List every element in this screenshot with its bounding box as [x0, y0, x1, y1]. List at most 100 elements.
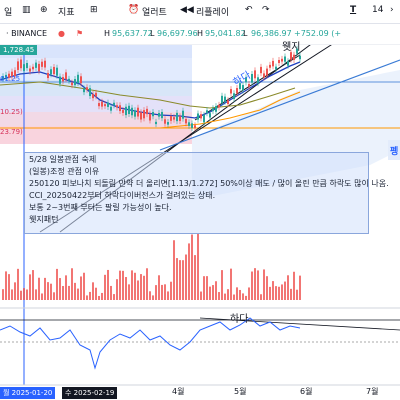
volume-bar [263, 269, 265, 300]
candle-body [170, 116, 172, 121]
volume-bar [221, 270, 223, 300]
volume-bar [203, 276, 205, 300]
alert-icon[interactable]: ⏰ [128, 5, 140, 15]
candle-body [38, 63, 40, 72]
volume-bar [284, 281, 286, 300]
right-edge-label: 펭 [390, 147, 399, 157]
candle-body [17, 61, 19, 70]
candle-body [113, 102, 115, 106]
volume-bar [299, 275, 301, 300]
volume-bar [191, 234, 193, 300]
templates-icon[interactable]: ⊞ [90, 5, 98, 15]
candle-body [203, 114, 205, 123]
candle-body [167, 122, 169, 125]
status-dot-icon: ● [58, 29, 65, 38]
candle-body [101, 101, 103, 107]
volume-bar [167, 291, 169, 300]
volume-bar [236, 287, 238, 300]
volume-bar [38, 277, 40, 300]
volume-bar [164, 284, 166, 300]
candle-body [2, 76, 4, 80]
volume-bar [227, 289, 229, 300]
candle-body [257, 77, 259, 84]
candle-body [224, 96, 226, 102]
volume-bar [251, 271, 253, 300]
volume-bar [125, 277, 127, 300]
candle-body [233, 93, 235, 100]
alert-button[interactable]: 얼러트 [142, 8, 167, 18]
volume-bar [149, 291, 151, 300]
volume-bar [269, 286, 271, 300]
candle-body [275, 66, 277, 70]
chart-type-icon[interactable]: ▥ [22, 5, 31, 15]
note-line-2: (일봉)조정 관점 이유 [29, 167, 100, 176]
note-box[interactable]: 5/28 일봉관점 숙제 (일봉)조정 관점 이유 250120 피보나치 되돌… [24, 152, 389, 234]
chevron-right-icon[interactable]: › [390, 5, 394, 15]
candle-body [176, 112, 178, 122]
candle-body [179, 116, 181, 121]
volume-bar [44, 277, 46, 300]
volume-bar [296, 289, 298, 300]
volume-bar [8, 274, 10, 300]
volume-bar [119, 270, 121, 300]
candle-body [119, 105, 121, 112]
volume-bar [290, 288, 292, 300]
candle-body [254, 70, 256, 79]
volume-bar [278, 286, 280, 300]
candle-body [287, 61, 289, 66]
volume-bar [245, 295, 247, 300]
candle-body [104, 104, 106, 107]
volume-bar [89, 291, 91, 300]
date-tag-2: 수 2025-02-19 [62, 387, 118, 399]
wedge-top-label: 웻지 [282, 42, 301, 53]
change-value: +752.09 (+ [294, 29, 342, 38]
x-label-june: 6월 [300, 387, 313, 396]
redo-icon[interactable]: ↷ [262, 5, 270, 15]
ohlc-l-value: 96,697.96 [157, 29, 198, 38]
volume-bar [242, 293, 244, 300]
symbol-label[interactable]: · BINANCE [6, 29, 48, 38]
font-size-value[interactable]: 14 [372, 5, 384, 15]
interval-selector[interactable]: 일 [4, 8, 13, 18]
fib-zone-5 [0, 126, 192, 144]
top-toolbar: 일 ▥ ⊕ 지표 ⊞ ⏰ 얼러트 ◀◀ 리플레이 ↶ ↷ T 14 › [0, 0, 400, 24]
volume-bar [116, 279, 118, 300]
volume-bar [107, 269, 109, 300]
candle-body [56, 67, 58, 76]
text-tool-icon[interactable]: T [350, 5, 357, 15]
x-label-may: 5월 [234, 387, 247, 396]
candle-body [8, 73, 10, 78]
volume-bar [197, 233, 199, 300]
candle-body [236, 88, 238, 94]
volume-bar [2, 289, 4, 300]
indicators-button[interactable]: 지표 [58, 8, 75, 18]
ohlc-c-value: 95,041.82 [205, 29, 246, 38]
undo-icon[interactable]: ↶ [245, 5, 253, 15]
volume-bar [56, 268, 58, 300]
candle-body [41, 61, 43, 67]
volume-bar [155, 285, 157, 300]
volume-bar [71, 268, 73, 300]
compare-icon[interactable]: ⊕ [40, 5, 48, 15]
volume-bar [182, 260, 184, 300]
candle-body [272, 60, 274, 67]
candle-body [71, 82, 73, 86]
volume-bar [65, 275, 67, 300]
volume-bar [74, 282, 76, 300]
ohlc-h-label: H [104, 29, 111, 38]
candle-body [11, 71, 13, 78]
candle-body [110, 106, 112, 111]
cci-line [0, 317, 301, 370]
candle-body [62, 77, 64, 82]
volume-bar [128, 284, 130, 300]
candle-body [65, 72, 67, 80]
candle-body [146, 108, 148, 115]
volume-bar [266, 276, 268, 300]
volume-bar [212, 285, 214, 300]
replay-button[interactable]: 리플레이 [196, 8, 230, 18]
ohlc-c-label: H [197, 29, 204, 38]
candle-body [14, 70, 16, 77]
candle-body [44, 60, 46, 68]
replay-icon[interactable]: ◀◀ [180, 5, 194, 15]
candle-body [158, 113, 160, 117]
